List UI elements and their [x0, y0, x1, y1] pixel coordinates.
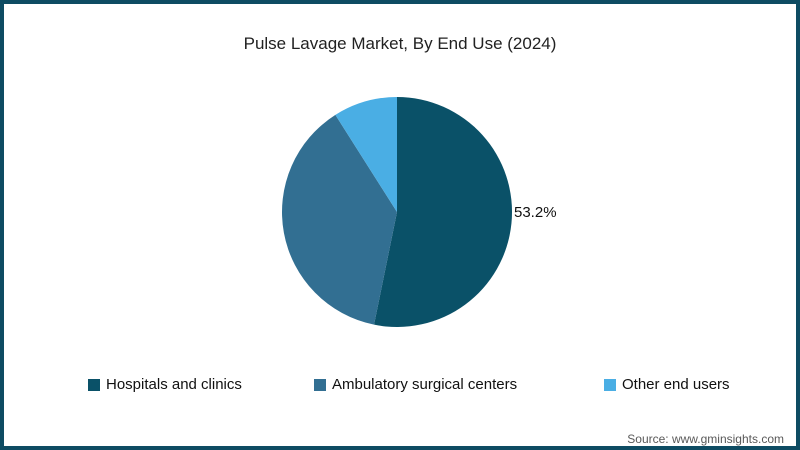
legend-item-other-end-users: Other end users: [604, 376, 730, 393]
pie-chart: [282, 97, 513, 327]
pie-slice: [374, 97, 513, 327]
legend-swatch-other-end-users: [604, 378, 616, 391]
legend-label-ambulatory-surgical-centers: Ambulatory surgical centers: [332, 376, 518, 393]
legend-swatch-ambulatory-surgical-centers: [314, 378, 326, 391]
legend-label-other-end-users: Other end users: [622, 376, 730, 393]
chart-title: Pulse Lavage Market, By End Use (2024): [243, 34, 557, 53]
source-attribution: Source: www.gminsights.com: [627, 432, 784, 446]
legend-item-ambulatory-surgical-centers: Ambulatory surgical centers: [314, 376, 517, 393]
slice-percentage-label: 53.2%: [514, 204, 557, 221]
legend-item-hospitals-and-clinics: Hospitals and clinics: [88, 376, 242, 393]
pie-slice: [282, 114, 397, 325]
pie-slice: [335, 97, 397, 212]
legend-swatch-hospitals-and-clinics: [88, 378, 100, 391]
legend-label-hospitals-and-clinics: Hospitals and clinics: [106, 376, 242, 393]
